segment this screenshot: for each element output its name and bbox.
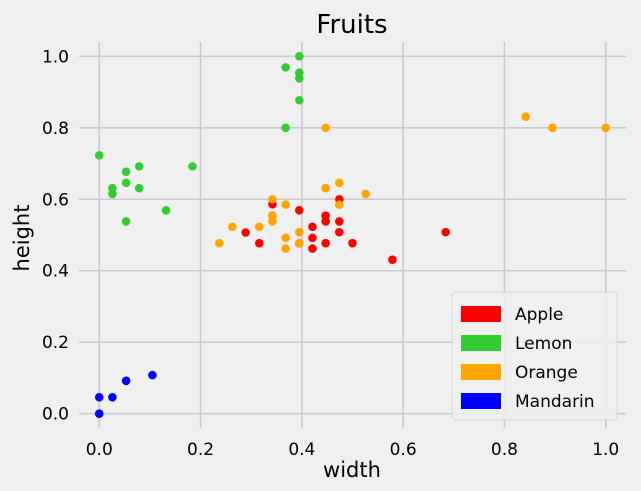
orange-point xyxy=(268,217,277,226)
apple-point xyxy=(335,227,344,237)
mandarin-point xyxy=(94,409,104,419)
lemon-point xyxy=(281,123,290,133)
orange-point xyxy=(295,227,304,237)
legend-label-lemon: Lemon xyxy=(515,334,572,354)
apple-point xyxy=(255,238,264,248)
legend-label-mandarin: Mandarin xyxy=(515,392,595,412)
legend-swatch-orange xyxy=(461,364,501,380)
mandarin-point xyxy=(121,376,131,386)
mandarin-point xyxy=(94,392,104,402)
legend-swatch-apple xyxy=(461,306,501,322)
x-axis-label: width xyxy=(323,458,381,482)
orange-point xyxy=(321,123,330,133)
x-tick-labels: 0.0 0.2 0.4 0.6 0.8 1.0 xyxy=(86,440,620,460)
chart-title: Fruits xyxy=(316,10,387,40)
y-axis-label: height xyxy=(10,205,34,272)
legend-label-orange: Orange xyxy=(515,363,578,383)
lemon-point xyxy=(295,51,304,61)
orange-point xyxy=(295,238,304,248)
lemon-point xyxy=(295,95,304,105)
orange-point xyxy=(255,222,264,232)
lemon-point xyxy=(121,217,131,226)
legend-label-apple: Apple xyxy=(515,305,563,325)
orange-point xyxy=(281,200,290,209)
y-tick-label: 0.8 xyxy=(42,119,69,139)
apple-point xyxy=(241,228,250,237)
apple-point xyxy=(295,206,304,215)
apple-point xyxy=(335,217,344,226)
points-layer xyxy=(94,51,611,419)
lemon-point xyxy=(295,74,304,83)
apple-point xyxy=(348,238,357,248)
orange-point xyxy=(335,178,344,188)
lemon-point xyxy=(188,162,197,171)
lemon-point xyxy=(121,178,131,188)
lemon-point xyxy=(108,189,117,199)
apple-point xyxy=(441,227,450,237)
apple-point xyxy=(308,222,317,232)
y-tick-label: 0.0 xyxy=(42,405,69,425)
y-tick-label: 1.0 xyxy=(42,47,69,67)
apple-point xyxy=(321,238,330,248)
lemon-point xyxy=(94,150,104,160)
mandarin-point xyxy=(148,370,157,380)
series-lemon xyxy=(94,51,304,226)
lemon-point xyxy=(134,162,144,171)
x-tick-label: 0.6 xyxy=(390,440,417,460)
lemon-point xyxy=(161,206,171,215)
series-orange xyxy=(214,112,611,253)
lemon-point xyxy=(134,183,144,193)
x-tick-label: 0.0 xyxy=(86,440,113,460)
series-mandarin xyxy=(94,370,157,419)
orange-point xyxy=(321,183,330,193)
orange-point xyxy=(281,244,290,253)
series-apple xyxy=(241,194,450,264)
orange-point xyxy=(335,200,344,209)
y-tick-labels: 0.0 0.2 0.4 0.6 0.8 1.0 xyxy=(42,47,69,424)
lemon-point xyxy=(121,167,131,177)
apple-point xyxy=(308,244,317,253)
orange-point xyxy=(521,112,531,121)
orange-point xyxy=(601,123,611,133)
legend-swatch-mandarin xyxy=(461,393,501,409)
orange-point xyxy=(548,123,557,133)
y-tick-label: 0.2 xyxy=(42,333,69,353)
orange-point xyxy=(281,233,290,243)
legend-box xyxy=(451,291,618,421)
orange-point xyxy=(268,194,277,204)
apple-point xyxy=(321,217,330,226)
y-tick-label: 0.6 xyxy=(42,190,69,210)
apple-point xyxy=(388,255,397,264)
apple-point xyxy=(308,233,317,243)
x-tick-label: 0.2 xyxy=(187,440,214,460)
x-tick-label: 1.0 xyxy=(592,440,619,460)
mandarin-point xyxy=(108,392,117,402)
y-tick-label: 0.4 xyxy=(42,262,69,282)
orange-point xyxy=(361,189,370,199)
x-tick-label: 0.4 xyxy=(288,440,315,460)
lemon-point xyxy=(281,63,290,72)
legend: Apple Lemon Orange Mandarin xyxy=(451,291,618,421)
legend-swatch-lemon xyxy=(461,335,501,351)
x-tick-label: 0.8 xyxy=(491,440,518,460)
orange-point xyxy=(214,238,224,248)
orange-point xyxy=(228,222,237,232)
